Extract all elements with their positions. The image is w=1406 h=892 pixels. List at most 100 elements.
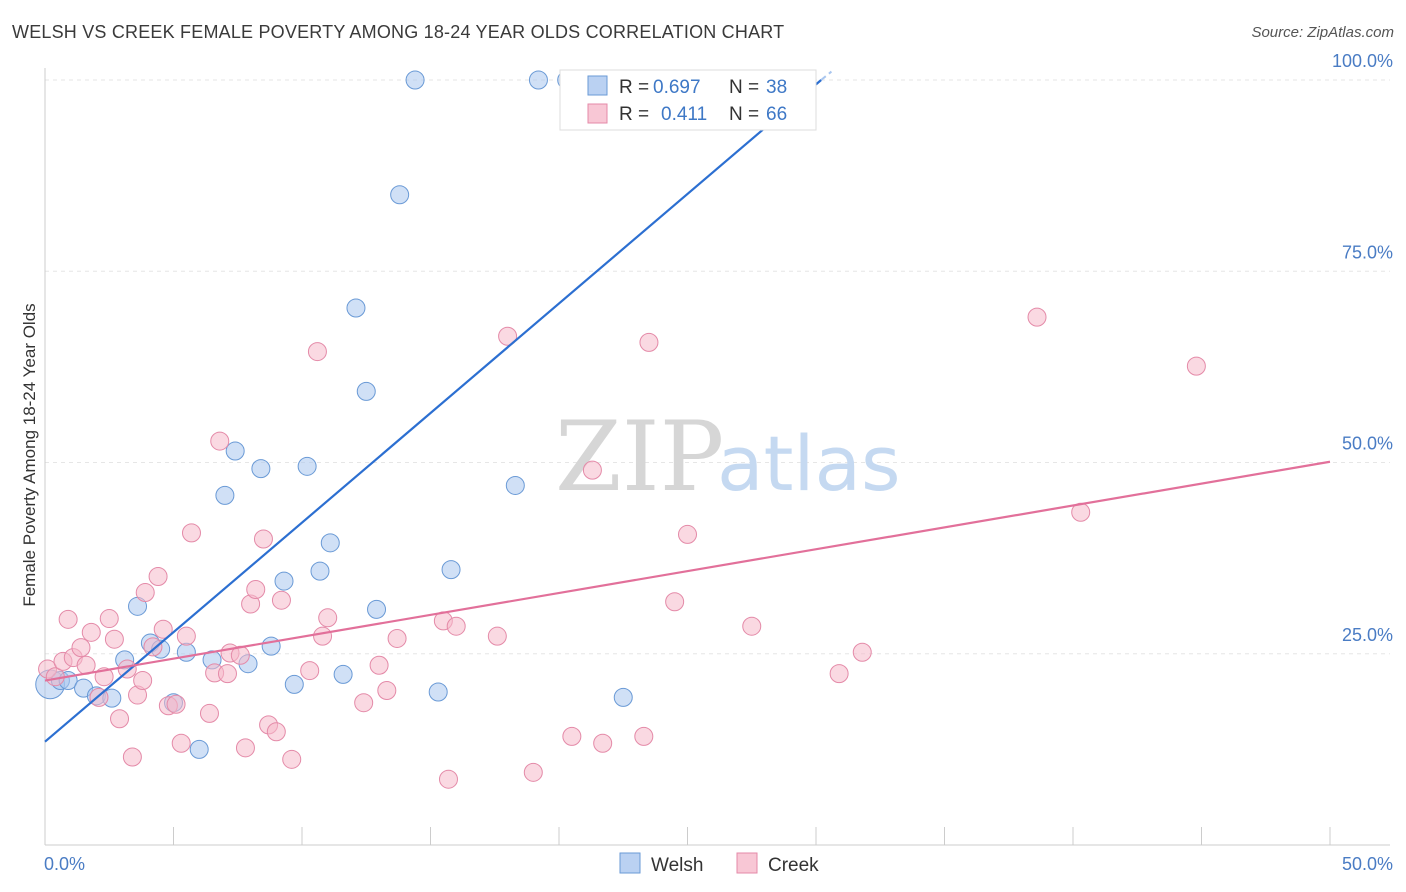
welsh-point: [505, 475, 525, 495]
creek-point: [307, 342, 327, 362]
creek-point: [181, 523, 201, 543]
creek-point: [487, 626, 507, 646]
chart-title: WELSH VS CREEK FEMALE POVERTY AMONG 18-2…: [12, 22, 785, 42]
bottom-legend-swatch-creek: [736, 852, 758, 874]
welsh-point: [320, 533, 340, 553]
welsh-point: [528, 70, 548, 90]
creek-point: [1186, 356, 1206, 376]
source-label: Source: ZipAtlas.com: [1251, 24, 1394, 41]
legend-r-label: R =: [619, 104, 649, 125]
welsh-point: [310, 561, 330, 581]
welsh-point: [390, 185, 410, 205]
creek-point: [246, 579, 266, 599]
creek-points: [38, 307, 1206, 789]
welsh-point: [297, 456, 317, 476]
creek-point: [235, 738, 255, 758]
creek-point: [217, 664, 237, 684]
creek-point: [387, 628, 407, 648]
welsh-point: [225, 441, 245, 461]
creek-point: [117, 659, 137, 679]
creek-point: [266, 722, 286, 742]
creek-point: [58, 609, 78, 629]
creek-point: [377, 680, 397, 700]
legend-n-value: 66: [766, 104, 787, 125]
y-tick-label: 100.0%: [1332, 51, 1393, 71]
axes: [44, 68, 1390, 846]
creek-point: [318, 608, 338, 628]
watermark-zip: ZIP: [555, 401, 724, 513]
creek-point: [110, 709, 130, 729]
creek-point: [678, 524, 697, 544]
welsh-point: [613, 687, 633, 707]
creek-point: [438, 769, 458, 789]
legend-swatch-creek: [587, 103, 608, 124]
legend-r-value: 0.697: [653, 77, 701, 98]
creek-point: [253, 529, 273, 549]
creek-point: [99, 609, 119, 629]
welsh-point: [441, 560, 461, 580]
creek-point: [143, 637, 163, 657]
creek-point: [122, 747, 142, 767]
welsh-point: [284, 674, 304, 694]
creek-point: [71, 638, 91, 658]
creek-point: [742, 616, 762, 636]
creek-point: [81, 622, 101, 642]
creek-point: [313, 626, 333, 646]
creek-point: [271, 590, 291, 610]
legend-n-label: N =: [729, 104, 759, 125]
creek-point: [582, 460, 602, 480]
creek-point: [199, 703, 219, 723]
creek-point: [639, 332, 659, 352]
creek-point: [593, 733, 613, 753]
creek-point: [210, 431, 230, 451]
welsh-trend-extension: [820, 70, 833, 81]
y-tick-labels: 25.0% 50.0% 75.0% 100.0%: [1332, 51, 1393, 645]
bottom-legend-label-creek: Creek: [768, 855, 819, 876]
y-tick-label: 25.0%: [1342, 625, 1393, 645]
creek-point: [104, 629, 124, 649]
creek-point: [498, 326, 518, 346]
creek-point: [354, 693, 374, 713]
creek-point: [446, 616, 466, 636]
welsh-point: [333, 664, 353, 684]
welsh-point: [215, 485, 235, 505]
creek-point: [300, 661, 320, 681]
x-tick-labels: 0.0% 50.0%: [44, 854, 1393, 874]
welsh-point: [274, 571, 294, 591]
x-tick-label: 50.0%: [1342, 854, 1393, 874]
welsh-point: [405, 70, 425, 90]
creek-point: [135, 583, 155, 603]
welsh-point: [367, 599, 387, 619]
welsh-point: [356, 381, 376, 401]
creek-point: [665, 592, 685, 612]
legend-r-value: 0.411: [661, 104, 707, 125]
creek-point: [1027, 307, 1047, 327]
creek-point: [829, 664, 849, 684]
x-tick-label: 0.0%: [44, 854, 85, 874]
watermark: ZIP atlas: [555, 401, 901, 513]
creek-point: [523, 762, 543, 782]
legend-r-label: R =: [619, 77, 649, 98]
welsh-point: [251, 459, 271, 479]
bottom-legend-swatch-welsh: [619, 852, 641, 874]
trend-lines: [44, 70, 1331, 743]
bottom-legend: Welsh Creek: [619, 852, 819, 876]
creek-point: [166, 694, 186, 714]
creek-point: [369, 655, 389, 675]
creek-point: [133, 671, 153, 691]
creek-point: [148, 566, 168, 586]
welsh-point: [346, 298, 366, 318]
creek-point: [634, 726, 654, 746]
legend-n-label: N =: [729, 77, 759, 98]
bottom-legend-label-welsh: Welsh: [651, 855, 703, 876]
welsh-trend-line: [44, 79, 822, 743]
watermark-atlas: atlas: [717, 419, 901, 508]
creek-point: [171, 733, 191, 753]
y-tick-label: 50.0%: [1342, 434, 1393, 454]
legend-n-value: 38: [766, 77, 787, 98]
y-tick-label: 75.0%: [1342, 242, 1393, 262]
legend-box: R = 0.697 N = 38 R = 0.411 N = 66: [559, 69, 817, 131]
y-axis-title: Female Poverty Among 18-24 Year Olds: [20, 303, 39, 606]
welsh-point: [189, 739, 209, 759]
creek-trend-line: [44, 460, 1331, 682]
